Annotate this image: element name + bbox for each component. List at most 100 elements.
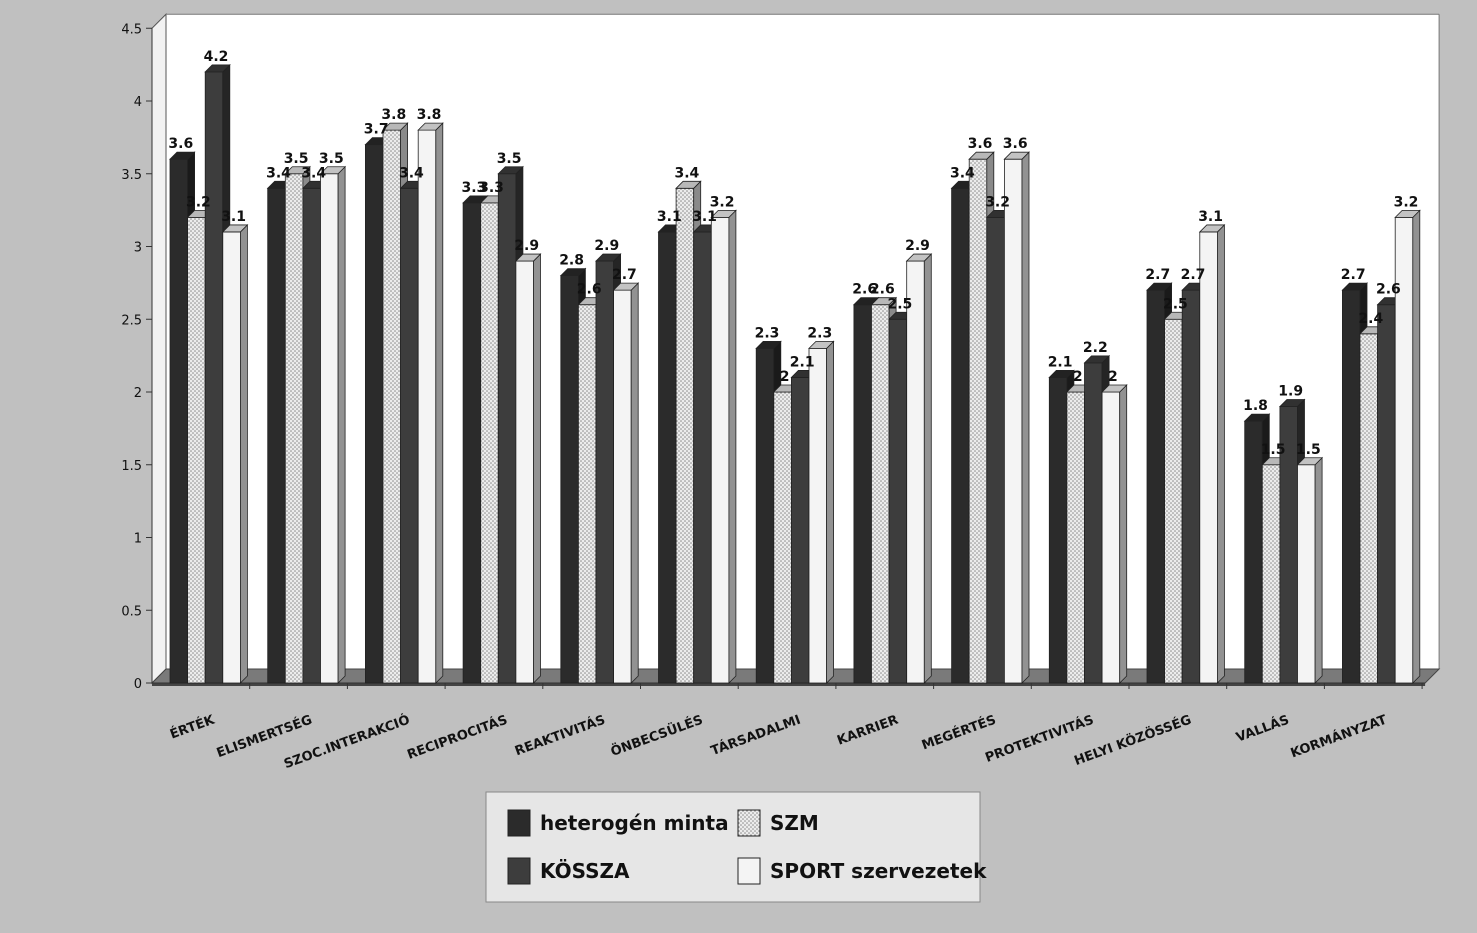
- bar-top: [1101, 384, 1128, 393]
- y-tick-label: 2.5: [121, 313, 142, 328]
- bar-front: [1004, 158, 1023, 684]
- bar-top: [497, 166, 524, 175]
- legend-swatch: [737, 857, 761, 885]
- data-label: 2.6: [870, 282, 895, 298]
- y-tick-label: 3.5: [121, 168, 142, 183]
- x-category-label: KARRIER: [835, 713, 900, 749]
- bar-front: [710, 216, 730, 684]
- bar-top: [1083, 355, 1111, 364]
- bar-front: [906, 260, 925, 684]
- data-label: 3.4: [674, 165, 699, 181]
- legend-label: SZM: [770, 811, 819, 835]
- bar-front: [320, 173, 339, 684]
- bar-front: [204, 71, 224, 684]
- data-label: 3.4: [301, 165, 326, 181]
- data-label: 2.8: [559, 253, 584, 269]
- legend-swatch: [507, 809, 531, 837]
- bar-front: [1181, 289, 1201, 684]
- data-label: 3.6: [968, 136, 993, 152]
- bar-side: [533, 253, 541, 684]
- bar-front: [871, 304, 890, 684]
- bar-front: [222, 231, 241, 684]
- bar-front: [808, 347, 828, 684]
- bar: [710, 209, 737, 684]
- bar-side: [1412, 209, 1421, 684]
- data-label: 2.7: [1341, 267, 1366, 283]
- bar-front: [364, 144, 384, 684]
- bar-front: [400, 187, 419, 684]
- bar-top: [284, 166, 311, 175]
- legend-label: SPORT szervezetek: [770, 859, 987, 883]
- bar-front: [1084, 362, 1103, 684]
- bar-front: [1048, 377, 1068, 684]
- bar-front: [1297, 464, 1316, 684]
- bar-front: [1377, 304, 1396, 684]
- legend-label: KÖSSZA: [540, 859, 630, 883]
- data-label: 3.6: [1003, 136, 1028, 152]
- legend: heterogén minta SZM KÖSSZA SPORT szervezete…: [485, 791, 987, 903]
- bar-front: [968, 158, 988, 684]
- bar-front: [560, 275, 579, 684]
- bar-top: [169, 151, 196, 160]
- bar-front: [267, 187, 286, 684]
- bar-side: [630, 282, 639, 684]
- bar-front: [595, 260, 615, 684]
- data-label: 3.7: [364, 122, 389, 138]
- data-label: 2.3: [755, 325, 780, 341]
- bar-top: [382, 122, 409, 131]
- bar: [1003, 151, 1030, 684]
- x-category-label: RECIPROCITÁS: [405, 712, 510, 763]
- legend-label: heterogén minta: [540, 811, 729, 835]
- bar-front: [284, 173, 304, 684]
- data-label: 2.7: [1181, 267, 1206, 283]
- bar-front: [382, 129, 402, 684]
- bar-top: [595, 253, 622, 262]
- y-tick-label: 4.5: [121, 22, 142, 37]
- data-label: 2.2: [1083, 340, 1108, 356]
- data-label: 2.5: [887, 296, 912, 312]
- data-label: 2.6: [852, 282, 877, 298]
- data-label: 2.6: [577, 282, 602, 298]
- bar-side: [239, 223, 248, 684]
- data-label: 3.5: [497, 151, 522, 167]
- data-label: 2.9: [594, 238, 619, 254]
- x-category-label: ÖNBECSÜLÉS: [608, 712, 705, 760]
- data-label: 3.1: [692, 209, 717, 225]
- bar-top: [808, 340, 835, 349]
- bar-top: [514, 253, 542, 262]
- x-category-label: ÉRTÉK: [168, 711, 218, 742]
- bar-top: [221, 224, 249, 233]
- x-category-label: KORMÁNYZAT: [1288, 712, 1389, 762]
- bar-front: [951, 187, 970, 684]
- bar: [514, 253, 542, 684]
- data-label: 1.5: [1261, 442, 1286, 458]
- bar-side: [1314, 456, 1323, 684]
- bar-top: [1048, 370, 1075, 378]
- bar-side: [1217, 223, 1225, 684]
- data-label: 2: [1073, 369, 1083, 385]
- bar-front: [1359, 333, 1379, 684]
- plot-floor-edge: [152, 683, 1426, 686]
- bar-top: [319, 166, 347, 175]
- bar-top: [1278, 399, 1306, 407]
- bar-front: [515, 260, 534, 684]
- legend-swatch: [507, 857, 531, 885]
- bar-side: [435, 122, 444, 684]
- bar-front: [1199, 231, 1218, 684]
- bar-front: [888, 318, 908, 684]
- data-label: 3.1: [657, 209, 682, 225]
- bar-front: [853, 304, 872, 684]
- bar-top: [1394, 209, 1421, 218]
- bar-top: [1003, 151, 1030, 160]
- bar-front: [986, 216, 1005, 684]
- y-tick-label: 0: [134, 677, 142, 692]
- bar-front: [497, 173, 517, 684]
- bar-front: [773, 391, 792, 684]
- bar: [221, 223, 249, 684]
- bar-top: [204, 64, 231, 73]
- bar-top: [870, 297, 898, 306]
- x-category-label: TÁRSADALMI: [709, 712, 803, 759]
- x-category-label: VALLÁS: [1234, 712, 1291, 746]
- bar-front: [480, 202, 499, 684]
